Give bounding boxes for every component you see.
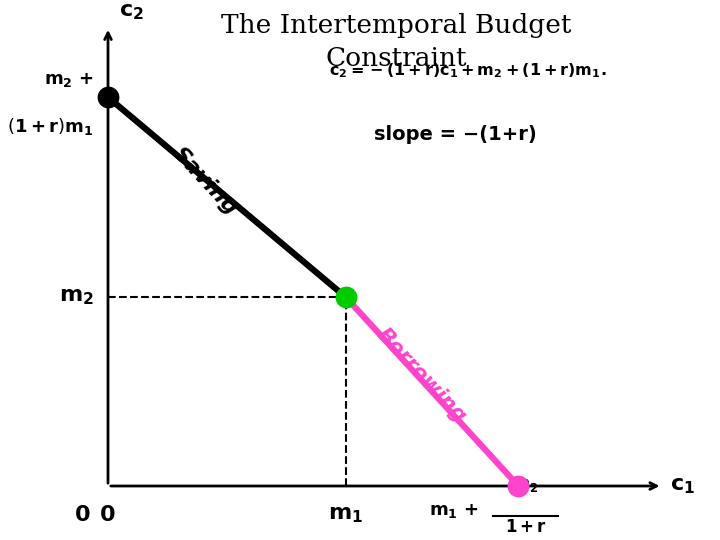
Point [340,293,351,301]
Text: $\mathbf{1+r}$: $\mathbf{1+r}$ [505,518,546,536]
Text: Constraint: Constraint [325,46,467,71]
Text: $(\mathbf{1+r})\mathbf{m_1}$: $(\mathbf{1+r})\mathbf{m_1}$ [7,116,94,137]
Point [102,93,114,102]
Text: $\mathbf{c_2 = -(1+r)c_1 + m_2 + (1+r)m_1.}$: $\mathbf{c_2 = -(1+r)c_1 + m_2 + (1+r)m_… [329,61,607,79]
Text: Saving: Saving [169,143,241,219]
Text: $\mathbf{c_2}$: $\mathbf{c_2}$ [119,2,144,22]
Text: 0: 0 [100,505,116,525]
Point [513,482,524,490]
Text: $\mathbf{m_2}$: $\mathbf{m_2}$ [59,287,94,307]
Text: $\mathbf{m_1}$ +: $\mathbf{m_1}$ + [429,502,479,520]
Text: slope = −(1+r): slope = −(1+r) [374,125,537,145]
Text: $\mathbf{c_1}$: $\mathbf{c_1}$ [670,476,695,496]
Text: Borrowing: Borrowing [372,324,470,427]
Text: 0: 0 [74,505,90,525]
Text: $\mathbf{m_2}$: $\mathbf{m_2}$ [513,476,539,494]
Text: The Intertemporal Budget: The Intertemporal Budget [221,14,571,38]
Text: $\mathbf{m_2}$ +: $\mathbf{m_2}$ + [44,71,94,89]
Text: $\mathbf{m_1}$: $\mathbf{m_1}$ [328,505,363,525]
